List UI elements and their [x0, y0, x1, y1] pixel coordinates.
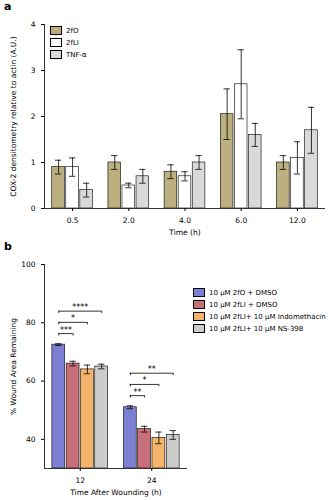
svg-text:24: 24	[147, 476, 157, 485]
svg-text:60: 60	[26, 376, 36, 385]
html-text:10 μM 2fO + DMSO: 10 μM 2fO + DMSO	[209, 289, 277, 297]
svg-text:0: 0	[31, 204, 36, 213]
svg-text:Time After Wounding (h): Time After Wounding (h)	[69, 488, 162, 497]
svg-text:2: 2	[31, 112, 36, 121]
html-text:b: b	[4, 240, 12, 253]
html-text:TNF-α: TNF-α	[66, 50, 87, 59]
svg-text:4: 4	[31, 20, 36, 29]
svg-text:Time (h): Time (h)	[168, 228, 200, 237]
svg-text:4.0: 4.0	[179, 216, 191, 225]
svg-text:3: 3	[31, 66, 36, 75]
svg-text:2.0: 2.0	[123, 216, 135, 225]
svg-text:*: *	[143, 376, 147, 385]
html-text:2fLI: 2fLI	[66, 38, 79, 47]
html-text:a: a	[4, 0, 12, 13]
svg-text:0.5: 0.5	[67, 216, 79, 225]
html-text:2fO: 2fO	[66, 26, 79, 35]
html-text:10 μM 2fLI+ 10 μM Indomethacin: 10 μM 2fLI+ 10 μM Indomethacin	[209, 313, 326, 321]
svg-text:6.0: 6.0	[235, 216, 247, 225]
svg-text:**: **	[133, 388, 141, 397]
html-text:10 μM 2fLI+ 10 μM NS-398: 10 μM 2fLI+ 10 μM NS-398	[209, 325, 304, 333]
svg-text:12: 12	[75, 476, 85, 485]
svg-text:100: 100	[21, 260, 36, 269]
svg-text:*: *	[71, 314, 75, 323]
html-text:10 μM 2fLI + DMSO: 10 μM 2fLI + DMSO	[209, 301, 278, 309]
svg-text:% Wound Area Remaining: % Wound Area Remaining	[9, 318, 18, 415]
svg-text:****: ****	[72, 303, 88, 312]
svg-text:40: 40	[26, 435, 36, 444]
svg-text:80: 80	[26, 318, 36, 327]
svg-text:12.0: 12.0	[289, 216, 306, 225]
svg-text:***: ***	[60, 326, 72, 335]
svg-text:1: 1	[31, 158, 36, 167]
svg-text:**: **	[148, 365, 156, 374]
svg-text:COX-2 densitometry relative to: COX-2 densitometry relative to actin (A.…	[9, 36, 18, 196]
